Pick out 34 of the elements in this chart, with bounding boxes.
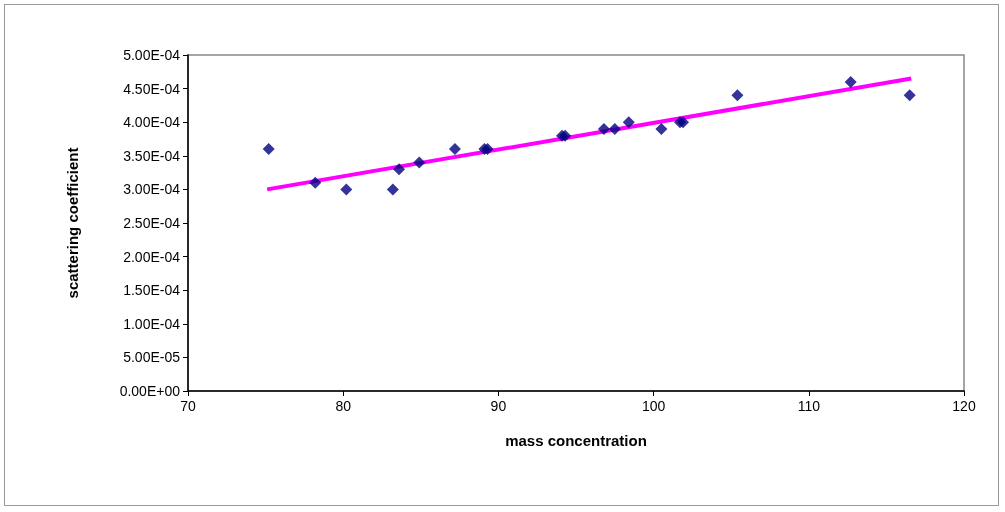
point	[677, 116, 690, 129]
point	[731, 89, 744, 102]
y-tick-label: 5.00E-05	[123, 349, 181, 366]
point	[597, 122, 610, 135]
x-tick-label: 90	[490, 398, 507, 414]
point	[655, 122, 668, 135]
x-axis-title: mass concentration	[505, 432, 647, 449]
point	[309, 176, 322, 189]
point	[262, 143, 275, 156]
point	[448, 143, 461, 156]
x-tick-label: 120	[952, 398, 976, 414]
y-tick-label: 4.00E-04	[123, 114, 181, 131]
point	[386, 183, 399, 196]
point	[608, 122, 621, 135]
y-tick-label: 2.00E-04	[123, 248, 181, 265]
x-tick-label: 70	[180, 398, 196, 414]
point	[903, 89, 916, 102]
x-tick-label: 80	[335, 398, 352, 414]
y-tick-label: 5.00E-04	[123, 47, 181, 63]
y-axis-title: scattering coefficient	[64, 147, 81, 299]
point	[622, 116, 635, 129]
y-tick-label: 0.00E+00	[119, 383, 181, 399]
y-tick-label: 4.50E-04	[123, 80, 181, 97]
y-tick-label: 2.50E-04	[123, 215, 181, 231]
point	[413, 156, 426, 169]
point	[844, 75, 857, 88]
y-tick-label: 1.50E-04	[123, 282, 181, 299]
point	[340, 183, 353, 196]
x-tick-label: 100	[641, 398, 666, 414]
y-tick-label: 1.00E-04	[123, 315, 181, 332]
x-tick-label: 110	[797, 398, 821, 414]
y-tick-label: 3.50E-04	[123, 147, 181, 164]
point	[393, 163, 406, 176]
y-tick-label: 3.00E-04	[123, 181, 181, 198]
